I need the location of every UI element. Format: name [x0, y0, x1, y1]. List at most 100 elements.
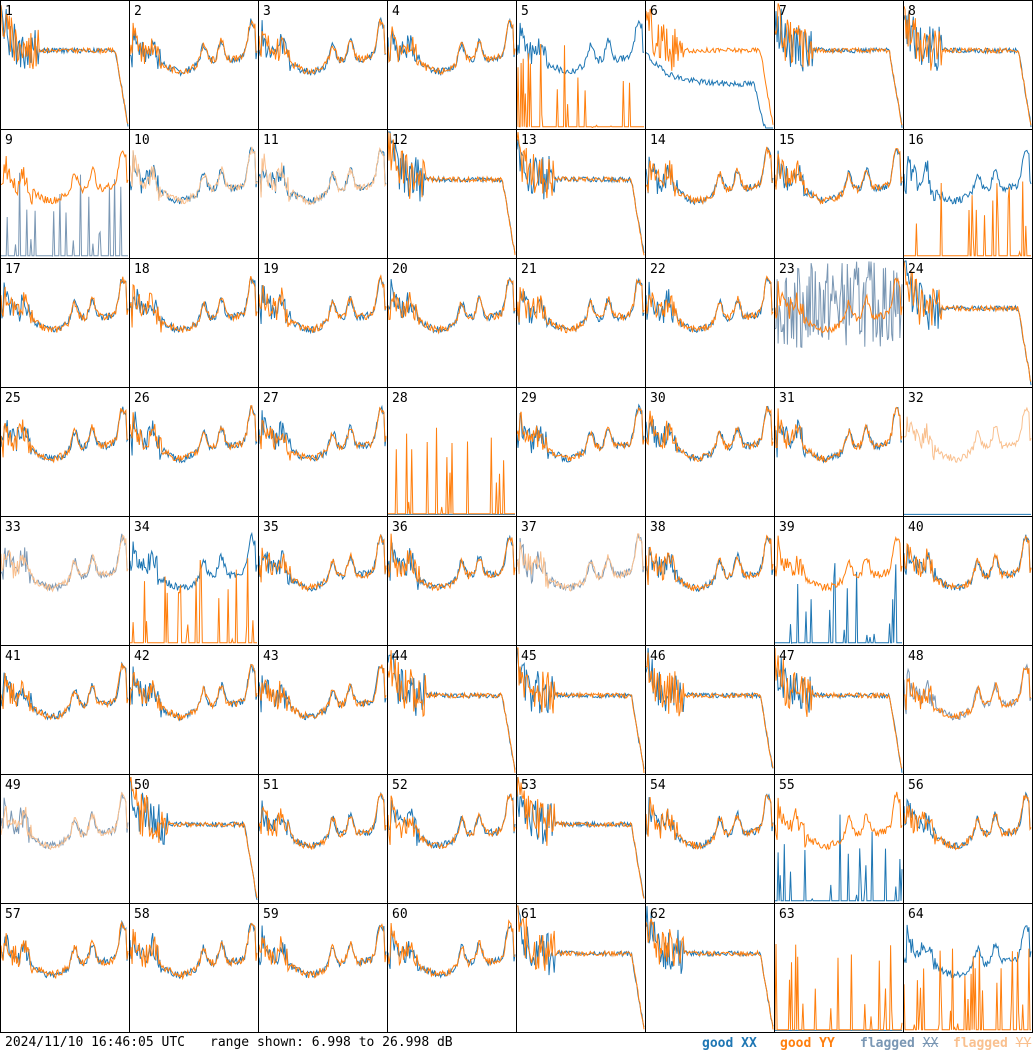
panel-label: 3: [263, 4, 271, 19]
series-xx: [646, 793, 774, 850]
panel-frame: [516, 903, 646, 1033]
panel-3: 3: [258, 0, 388, 130]
panel-label: 60: [392, 907, 408, 922]
panel-label: 61: [521, 907, 537, 922]
panel-10: 10: [129, 129, 259, 259]
panel-label: 42: [134, 649, 150, 664]
panel-46: 46: [645, 645, 775, 775]
panel-frame: [645, 903, 775, 1033]
panel-frame: [387, 258, 517, 388]
panel-6: 6: [645, 0, 775, 130]
panel-frame: [129, 387, 259, 517]
panel-52: 52: [387, 774, 517, 904]
series-yy: [1, 408, 129, 464]
panel-8: 8: [903, 0, 1033, 130]
series-yy: [775, 535, 903, 592]
panel-49: 49: [0, 774, 130, 904]
panel-41: 41: [0, 645, 130, 775]
timestamp: 2024/11/10 16:46:05 UTC: [5, 1035, 186, 1050]
series-xx: [1, 5, 129, 127]
series-yy: [130, 275, 258, 333]
series-yy: [388, 427, 515, 515]
panel-label: 7: [779, 4, 787, 19]
panel-50: 50: [129, 774, 259, 904]
series-yy: [517, 647, 645, 774]
series-yy: [1, 791, 129, 851]
panel-23: 23: [774, 258, 904, 388]
panel-frame: [129, 774, 259, 904]
panel-32: 32: [903, 387, 1033, 517]
panel-label: 51: [263, 778, 279, 793]
panel-label: 27: [263, 391, 279, 406]
panel-label: 49: [5, 778, 21, 793]
panel-31: 31: [774, 387, 904, 517]
panel-label: 38: [650, 520, 666, 535]
panel-20: 20: [387, 258, 517, 388]
panel-38: 38: [645, 516, 775, 646]
panel-frame: [258, 774, 388, 904]
series-yy: [259, 664, 387, 720]
panel-label: 13: [521, 133, 537, 148]
panel-24: 24: [903, 258, 1033, 388]
panel-40: 40: [903, 516, 1033, 646]
panel-label: 20: [392, 262, 408, 277]
series-yy: [388, 278, 516, 335]
panel-63: 63: [774, 903, 904, 1033]
panel-frame: [774, 0, 904, 130]
series-yy: [775, 3, 903, 126]
panel-label: 47: [779, 649, 795, 664]
panel-29: 29: [516, 387, 646, 517]
series-yy: [1, 663, 129, 721]
panel-label: 12: [392, 133, 408, 148]
panel-64: 64: [903, 903, 1033, 1033]
series-yy: [517, 776, 645, 899]
panel-label: 22: [650, 262, 666, 277]
panel-35: 35: [258, 516, 388, 646]
series-yy: [904, 666, 1032, 720]
panel-frame: [903, 0, 1033, 130]
panel-frame: [774, 516, 904, 646]
series-yy: [388, 533, 516, 592]
series-yy: [259, 792, 387, 851]
panel-label: 31: [779, 391, 795, 406]
series-xx: [904, 260, 1032, 386]
panel-frame: [387, 903, 517, 1033]
series-yy: [775, 943, 903, 1031]
panel-frame: [774, 645, 904, 775]
panel-label: 48: [908, 649, 924, 664]
series-yy: [646, 794, 774, 850]
panel-37: 37: [516, 516, 646, 646]
series-yy: [1, 150, 129, 205]
series-yy: [904, 260, 1032, 382]
series-yy: [130, 922, 258, 981]
panel-frame: [903, 258, 1033, 388]
panel-label: 39: [779, 520, 795, 535]
panel-17: 17: [0, 258, 130, 388]
panel-36: 36: [387, 516, 517, 646]
panel-43: 43: [258, 645, 388, 775]
panel-26: 26: [129, 387, 259, 517]
series-yy: [259, 406, 387, 462]
series-yy: [517, 406, 645, 462]
panel-51: 51: [258, 774, 388, 904]
panel-frame: [645, 258, 775, 388]
panel-frame: [516, 774, 646, 904]
panel-42: 42: [129, 645, 259, 775]
series-yy: [1, 276, 129, 333]
panel-frame: [645, 645, 775, 775]
series-yy: [517, 533, 645, 592]
series-xx: [517, 19, 644, 75]
series-yy: [517, 905, 645, 1030]
series-yy: [904, 948, 1031, 1031]
series-xx: [130, 277, 258, 334]
panel-label: 44: [392, 649, 408, 664]
series-yy: [646, 146, 774, 206]
series-xx: [904, 924, 1032, 979]
series-yy: [517, 131, 645, 256]
panel-label: 55: [779, 778, 795, 793]
panel-frame: [645, 0, 775, 130]
series-xx: [1, 172, 128, 257]
panel-27: 27: [258, 387, 388, 517]
panel-18: 18: [129, 258, 259, 388]
